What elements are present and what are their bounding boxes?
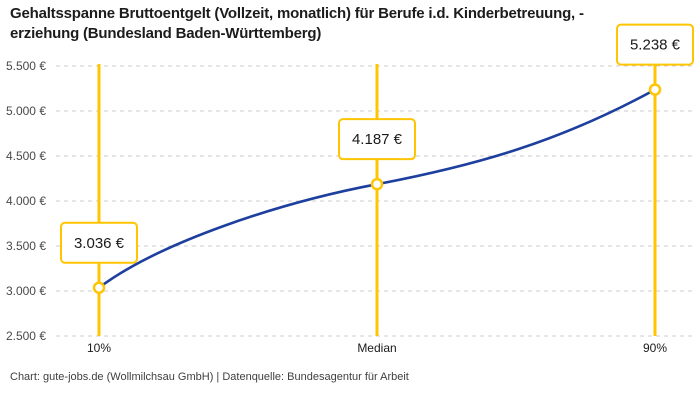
chart-title: Gehaltsspanne Bruttoentgelt (Vollzeit, m… xyxy=(10,5,584,42)
value-callout-label-90%: 5.238 € xyxy=(630,37,681,54)
x-tick-label-10%: 10% xyxy=(87,341,111,355)
value-callout-box-90% xyxy=(616,23,694,66)
data-point-marker-90% xyxy=(648,83,662,96)
y-tick-label-4000: 4.000 € xyxy=(6,194,46,208)
data-point-marker-10% xyxy=(92,281,106,295)
x-tick-label-90%: 90% xyxy=(643,341,667,355)
value-callout-label-10%: 3.036 € xyxy=(74,235,125,252)
y-tick-label-4500: 4.500 € xyxy=(6,149,46,163)
y-tick-label-3000: 3.000 € xyxy=(6,284,46,298)
value-callout-label-Median: 4.187 € xyxy=(352,131,403,148)
y-tick-label-3500: 3.500 € xyxy=(6,239,46,253)
y-tick-label-5500: 5.500 € xyxy=(6,59,46,73)
source-attribution: Chart: gute-jobs.de (Wollmilchsau GmbH) … xyxy=(10,371,409,383)
value-callout-box-10% xyxy=(60,221,138,264)
y-tick-label-5000: 5.000 € xyxy=(6,104,46,118)
x-tick-label-Median: Median xyxy=(357,341,396,355)
data-point-marker-Median xyxy=(370,177,384,191)
y-tick-label-2500: 2.500 € xyxy=(6,329,46,343)
value-callout-box-Median xyxy=(338,118,416,161)
